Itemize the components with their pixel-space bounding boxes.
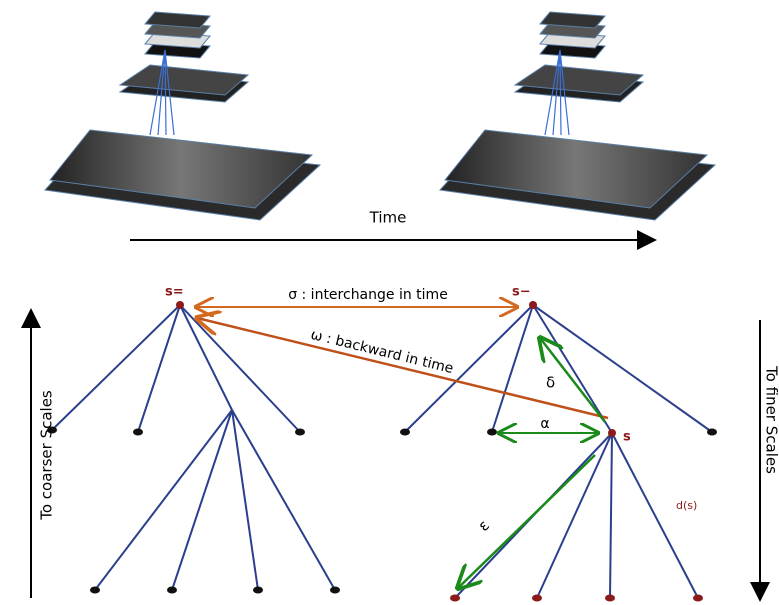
edge xyxy=(171,409,233,591)
edge xyxy=(491,304,534,433)
shape xyxy=(330,586,340,594)
edge xyxy=(231,409,336,591)
shape xyxy=(487,428,497,436)
tree-past xyxy=(47,301,340,594)
shape xyxy=(450,594,460,602)
edge xyxy=(536,432,613,599)
shape xyxy=(513,64,645,96)
shape xyxy=(133,428,143,436)
edge xyxy=(532,304,713,433)
shape xyxy=(90,586,100,594)
shape xyxy=(49,129,314,209)
shape xyxy=(400,428,410,436)
finer-label: To finer Scales xyxy=(763,365,779,474)
coarser-label: To coarser Scales xyxy=(38,390,56,521)
shape xyxy=(529,301,537,309)
shape xyxy=(118,64,250,96)
root-label-present: s− xyxy=(512,285,531,300)
children-label: d(s) xyxy=(676,499,697,512)
edge xyxy=(137,304,181,433)
epsilon-arrow xyxy=(458,454,596,588)
alpha-label: α xyxy=(540,416,549,432)
pyramid-right xyxy=(438,11,717,221)
shape xyxy=(707,428,717,436)
shape xyxy=(544,49,570,136)
shape xyxy=(253,586,263,594)
time-label: Time xyxy=(369,209,407,227)
shape xyxy=(605,594,615,602)
edge xyxy=(94,409,233,591)
shape xyxy=(693,594,703,602)
shape xyxy=(167,586,177,594)
node-label: s xyxy=(623,430,631,445)
shape xyxy=(295,428,305,436)
shape xyxy=(532,594,542,602)
omega-arrow xyxy=(197,318,609,420)
edge xyxy=(532,304,613,434)
shape xyxy=(538,11,607,29)
edge xyxy=(179,304,301,433)
edge xyxy=(179,304,233,411)
delta-arrow xyxy=(540,338,606,423)
pyramid-left xyxy=(43,11,322,221)
shape xyxy=(47,426,57,434)
shape xyxy=(608,429,616,437)
shape xyxy=(444,129,709,209)
shape xyxy=(176,301,184,309)
edge xyxy=(51,304,181,431)
omega-label: ω : backward in time xyxy=(309,327,455,377)
shape xyxy=(149,49,175,136)
shape xyxy=(143,11,212,29)
tree-present xyxy=(400,301,717,602)
delta-label: δ xyxy=(546,374,555,392)
root-label-past: s= xyxy=(165,285,184,300)
edge xyxy=(404,304,534,433)
edge xyxy=(231,409,259,591)
edge xyxy=(609,432,613,599)
sigma-label: σ : interchange in time xyxy=(288,287,448,303)
epsilon-label: ε xyxy=(474,516,492,535)
edge xyxy=(611,432,699,599)
